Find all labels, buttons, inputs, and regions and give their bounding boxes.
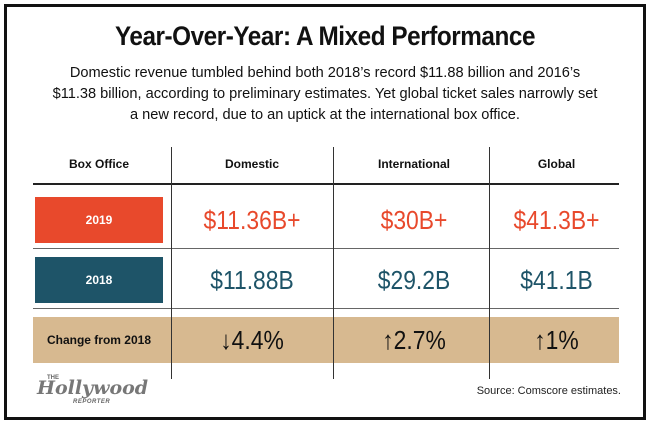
header-international: International [377, 157, 450, 171]
header-global: Global [537, 157, 576, 171]
cell-2018-domestic: $11.88B [210, 265, 294, 295]
cell-change-international: ↑2.7% [382, 325, 446, 355]
logo-reporter: REPORTER [73, 399, 111, 405]
chart-subtitle: Domestic revenue tumbled behind both 201… [52, 65, 598, 123]
cell-change-global: ↑1% [534, 325, 579, 355]
row-label-change: Change from 2018 [46, 333, 152, 347]
row-label-2019: 2019 [35, 197, 163, 243]
cell-2019-international: $30B+ [380, 205, 448, 235]
cell-change-domestic: ↓4.4% [220, 325, 284, 355]
header-domestic: Domestic [224, 157, 280, 171]
header-rule [33, 183, 619, 185]
cell-2018-international: $29.2B [377, 265, 451, 295]
row-divider-2 [33, 308, 619, 309]
cell-2019-global: $41.3B+ [513, 205, 600, 235]
chart-title: Year-Over-Year: A Mixed Performance [114, 21, 536, 51]
source-note: Source: Comscore estimates. [476, 385, 621, 397]
column-divider-2 [333, 147, 334, 379]
column-divider-1 [171, 147, 172, 379]
change-row-band [33, 317, 619, 363]
logo-wordmark: Hollywood [37, 377, 149, 399]
header-box-office: Box Office [68, 157, 129, 171]
cell-2019-domestic: $11.36B+ [203, 205, 301, 235]
row-label-2018: 2018 [35, 257, 163, 303]
row-divider-1 [33, 248, 619, 249]
logo-the: THE [47, 375, 59, 381]
cell-2018-global: $41.1B [520, 265, 593, 295]
column-divider-3 [489, 147, 490, 379]
hollywood-reporter-logo: THE Hollywood REPORTER [33, 375, 148, 411]
infographic-frame: Year-Over-Year: A Mixed Performance Dome… [4, 4, 646, 420]
